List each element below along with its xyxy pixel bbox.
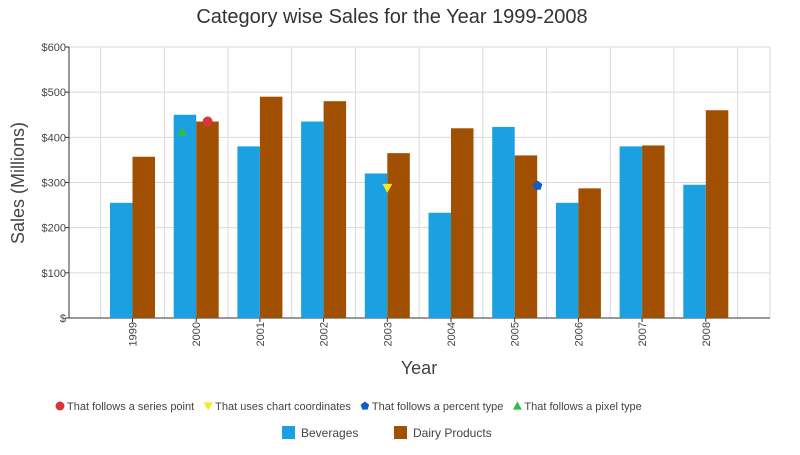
bar-dairy-products[interactable]: [514, 155, 538, 318]
annotation-legend-label: That follows a percent type: [372, 401, 503, 413]
x-tick-label: 2002: [319, 322, 331, 346]
bar-dairy-products[interactable]: [451, 128, 474, 318]
bar-dairy-products[interactable]: [705, 110, 729, 318]
bar-beverages[interactable]: [364, 173, 388, 318]
legend-swatch-dairy-products[interactable]: [394, 426, 407, 439]
bars: [110, 96, 729, 319]
x-axis: 1999 2000 2001 2002 2003 2004 2005 2006 2007 2008: [69, 317, 770, 346]
x-tick-label: 2008: [701, 322, 713, 346]
x-axis-title: Year: [401, 358, 437, 378]
bar-beverages[interactable]: [683, 184, 706, 318]
legend-label-dairy-products[interactable]: Dairy Products: [413, 426, 492, 440]
bar-beverages[interactable]: [237, 146, 260, 318]
y-axis-title: Sales (Millions): [8, 122, 28, 244]
y-tick-label: $500: [42, 87, 66, 99]
grid: [69, 46, 771, 319]
bar-beverages[interactable]: [110, 202, 133, 318]
x-tick-label: 2000: [191, 322, 203, 346]
y-tick-label: $: [60, 313, 66, 325]
bar-dairy-products[interactable]: [578, 188, 601, 318]
x-tick-label: 2007: [637, 322, 649, 346]
chart-title: Category wise Sales for the Year 1999-20…: [196, 6, 587, 28]
x-tick-label: 2006: [573, 322, 585, 346]
y-tick-label: $100: [42, 268, 66, 280]
x-tick-label: 2001: [255, 322, 267, 346]
y-axis: $ $100 $200 $300 $400 $500 $600: [42, 42, 70, 325]
bar-beverages[interactable]: [492, 126, 515, 318]
bar-beverages[interactable]: [619, 146, 643, 318]
y-tick-label: $400: [42, 132, 66, 144]
annotation-legend-label: That follows a series point: [67, 401, 194, 413]
legend-swatch-beverages[interactable]: [282, 426, 295, 439]
annotation-marker-triangle-up: [177, 126, 188, 136]
bar-dairy-products[interactable]: [387, 153, 410, 318]
annotations: [177, 116, 543, 193]
bar-dairy-products[interactable]: [642, 145, 665, 318]
pentagon-icon: [360, 401, 370, 410]
triangle-down-icon: [203, 402, 213, 411]
bar-dairy-products[interactable]: [196, 121, 219, 319]
bar-beverages[interactable]: [301, 121, 324, 319]
annotation-legend: That follows a series point That uses cha…: [55, 401, 642, 413]
bar-beverages[interactable]: [173, 114, 197, 318]
bar-dairy-products[interactable]: [132, 156, 156, 318]
y-tick-label: $200: [42, 223, 66, 235]
bar-dairy-products[interactable]: [259, 96, 283, 318]
x-tick-label: 2003: [382, 322, 394, 346]
bar-beverages[interactable]: [555, 202, 579, 318]
circle-icon: [55, 401, 65, 411]
annotation-marker-circle: [202, 116, 213, 127]
y-tick-label: $300: [42, 178, 66, 190]
y-tick-label: $600: [42, 42, 66, 54]
bar-dairy-products[interactable]: [323, 101, 347, 318]
x-tick-label: 2004: [446, 322, 458, 346]
triangle-up-icon: [512, 401, 522, 410]
annotation-marker-triangle-down: [382, 183, 393, 193]
annotation-legend-label: That follows a pixel type: [524, 401, 641, 413]
series-legend: Beverages Dairy Products: [282, 426, 492, 440]
x-tick-label: 1999: [128, 322, 140, 346]
annotation-legend-label: That uses chart coordinates: [215, 401, 351, 413]
annotation-marker-pentagon: [532, 180, 543, 190]
legend-label-beverages[interactable]: Beverages: [301, 426, 358, 440]
bar-beverages[interactable]: [428, 212, 452, 318]
x-tick-label: 2005: [510, 322, 522, 346]
